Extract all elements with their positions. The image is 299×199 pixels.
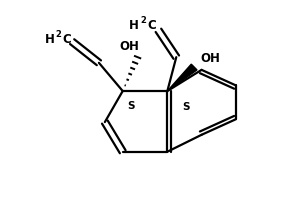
Text: OH: OH [201, 52, 220, 64]
Text: 2: 2 [140, 16, 146, 25]
Text: 2: 2 [56, 30, 62, 39]
Text: S: S [182, 102, 190, 112]
Text: S: S [127, 101, 135, 111]
Text: C: C [147, 19, 156, 32]
Text: H: H [45, 33, 55, 46]
Polygon shape [167, 64, 197, 91]
Text: H: H [129, 19, 139, 32]
Text: OH: OH [119, 40, 139, 53]
Text: C: C [63, 33, 71, 46]
